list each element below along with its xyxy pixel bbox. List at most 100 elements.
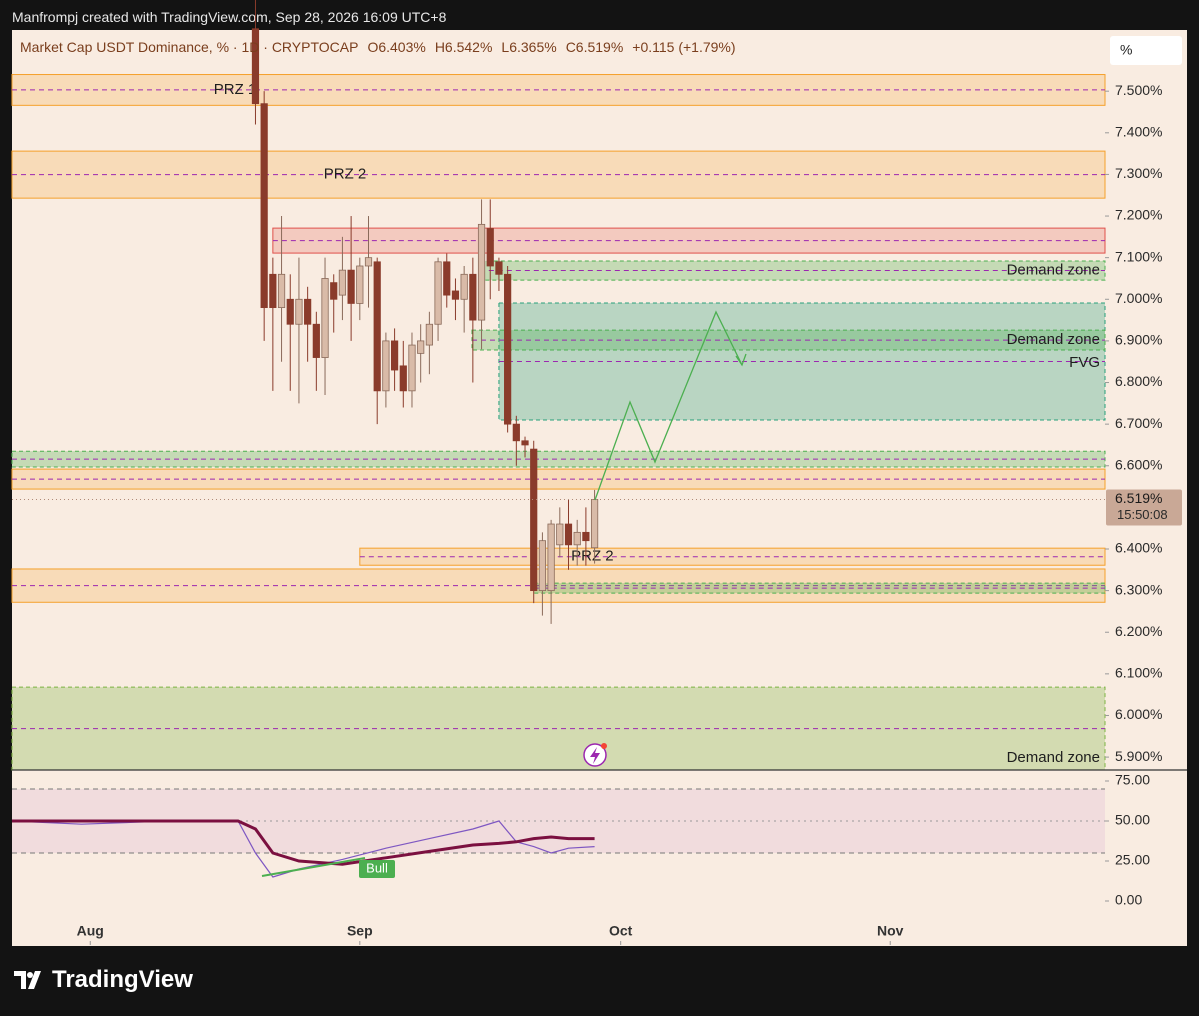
y-tick-label: 6.300% <box>1115 581 1162 597</box>
zone-label: Demand zone <box>1007 749 1100 766</box>
candle-body <box>443 261 451 296</box>
candle-body <box>286 298 294 325</box>
candle-body <box>538 540 547 592</box>
y-tick-label: 5.900% <box>1115 748 1162 764</box>
y-tick-label: 6.600% <box>1115 456 1162 472</box>
zone-label: Demand zone <box>1007 262 1100 279</box>
unit-button[interactable] <box>1110 36 1182 65</box>
candle-body <box>390 340 399 371</box>
zone-label: PRZ 2 <box>571 548 614 565</box>
y-tick-label: 0.00 <box>1115 892 1142 908</box>
x-tick-label: Oct <box>609 923 633 939</box>
x-tick-label: Sep <box>347 923 373 939</box>
legend-item: +0.115 (+1.79%) <box>632 39 735 55</box>
candle-body <box>451 290 460 300</box>
candle-body <box>373 261 381 392</box>
y-tick-label: 6.000% <box>1115 706 1162 722</box>
zones: PRZ 1 PRZ 2 Demand zone FVG Demand zone PRZ 2… <box>11 74 1106 854</box>
legend-item: C6.519% <box>566 39 624 55</box>
unit-button-label: % <box>1120 42 1132 58</box>
zone <box>479 260 1106 281</box>
candle-body <box>504 273 512 425</box>
candle-body <box>321 278 329 358</box>
candle-body <box>512 423 520 442</box>
candle-body <box>530 448 538 592</box>
candle-body <box>399 365 407 392</box>
zone-label: PRZ 1 <box>214 81 257 98</box>
candle-body <box>477 223 486 321</box>
y-tick-label: 6.900% <box>1115 332 1162 348</box>
candle-body <box>521 440 529 446</box>
rsi-line <box>12 819 595 866</box>
candle-body <box>556 523 564 546</box>
zone-label: Demand zone <box>1007 331 1100 348</box>
candle-body <box>434 261 442 325</box>
candle-body <box>573 531 581 546</box>
candle-body <box>295 298 303 325</box>
brand: TradingView <box>14 966 193 994</box>
legend-item: L6.365% <box>501 39 556 55</box>
candle-body <box>338 269 347 296</box>
candle-body <box>269 273 277 309</box>
candle-body <box>382 340 390 392</box>
y-tick-label: 6.400% <box>1115 540 1162 556</box>
projection-arrow <box>735 353 747 367</box>
candle-body <box>417 340 425 354</box>
y-tick-label: 7.200% <box>1115 207 1162 223</box>
candle-body <box>425 323 433 346</box>
y-tick-label: 7.400% <box>1115 124 1162 140</box>
zone-label: FVG <box>1069 354 1100 371</box>
projection-path <box>594 310 743 501</box>
zone-label: PRZ 2 <box>324 166 367 183</box>
price-label: 6.519% <box>1115 490 1162 506</box>
annotation-box <box>359 860 395 878</box>
candle-body <box>251 28 260 105</box>
y-tick-label: 25.00 <box>1115 852 1150 868</box>
brand-name: TradingView <box>52 966 193 993</box>
legend-item: H6.542% <box>435 39 493 55</box>
candle-body <box>582 531 590 542</box>
candle-body <box>260 103 268 309</box>
legend: Market Cap USDT Dominance, % · 1D · CRYP… <box>20 39 736 55</box>
candle-body <box>408 344 416 392</box>
y-tick-label: 6.800% <box>1115 373 1162 389</box>
candle-body <box>356 265 364 304</box>
candle-body <box>564 523 573 546</box>
brand-logo <box>14 971 41 989</box>
candle-body <box>364 257 373 267</box>
candle-body <box>312 323 320 358</box>
candle-body <box>547 523 555 592</box>
chart: PRZ 1 PRZ 2 Demand zone FVG Demand zone PRZ 2… <box>11 0 1187 946</box>
y-tick-label: 6.200% <box>1115 623 1162 639</box>
candle-body <box>347 269 355 304</box>
y-tick-label: 6.700% <box>1115 415 1162 431</box>
candle-body <box>304 298 312 325</box>
candle-body <box>590 499 599 549</box>
y-tick-label: 50.00 <box>1115 812 1150 828</box>
legend-item: O6.403% <box>367 39 425 55</box>
y-tick-label: 7.100% <box>1115 248 1162 264</box>
annotation: Bull <box>366 860 388 875</box>
countdown: 15:50:08 <box>1117 507 1168 522</box>
marks: Bull <box>11 0 599 878</box>
candle-body <box>277 273 286 309</box>
divergence-line <box>261 857 366 877</box>
event-dot <box>601 743 607 749</box>
credit: Manfrompj created with TradingView.com, … <box>12 9 447 25</box>
candle-body <box>495 261 503 275</box>
x-tick-label: Aug <box>77 923 104 939</box>
candle-body <box>486 228 494 267</box>
y-tick-label: 7.000% <box>1115 290 1162 306</box>
event-icon-bolt <box>590 747 600 764</box>
y-tick-label: 7.500% <box>1115 82 1162 98</box>
y-tick-label: 75.00 <box>1115 772 1150 788</box>
candle-body <box>330 282 338 300</box>
y-tick-label: 7.300% <box>1115 165 1162 181</box>
candle-body <box>460 273 468 300</box>
legend-item: Market Cap USDT Dominance, % · 1D · CRYP… <box>20 39 358 55</box>
candle-body <box>469 273 477 321</box>
y-tick-label: 6.100% <box>1115 665 1162 681</box>
x-tick-label: Nov <box>877 923 904 939</box>
price-label-box <box>1106 489 1182 526</box>
